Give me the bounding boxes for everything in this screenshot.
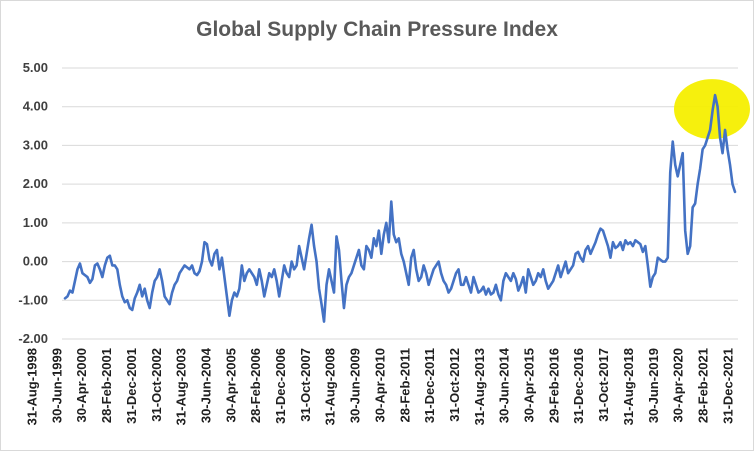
y-tick-label: -2.00 xyxy=(18,331,48,346)
x-tick-label: 30-Apr-2005 xyxy=(223,348,238,422)
x-tick-label: 31-Dec-2021 xyxy=(720,348,735,424)
y-tick-label: 2.00 xyxy=(23,176,48,191)
x-tick-label: 31-Dec-2016 xyxy=(571,348,586,424)
x-tick-label: 31-Oct-2012 xyxy=(447,348,462,422)
x-tick-label: 30-Jun-2014 xyxy=(497,347,512,423)
x-tick-label: 28-Feb-2021 xyxy=(695,348,710,423)
x-tick-label: 30-Apr-2015 xyxy=(522,348,537,422)
x-tick-label: 29-Feb-2016 xyxy=(546,348,561,423)
x-tick-label: 31-Oct-2002 xyxy=(149,348,164,422)
x-tick-label: 31-Aug-2003 xyxy=(174,348,189,425)
y-tick-label: -1.00 xyxy=(18,292,48,307)
y-tick-label: 0.00 xyxy=(23,254,48,269)
x-axis-ticks: 31-Aug-1998 30-Jun-1999 30-Apr-2000 28-Feb-… xyxy=(25,347,736,425)
x-tick-label: 30-Jun-2019 xyxy=(646,348,661,423)
x-tick-label: 30-Jun-2009 xyxy=(348,348,363,423)
x-tick-label: 31-Oct-2007 xyxy=(298,348,313,422)
series-layer xyxy=(63,93,737,323)
x-tick-label: 30-Jun-1999 xyxy=(49,348,64,423)
x-tick-label: 28-Feb-2011 xyxy=(397,348,412,422)
y-tick-label: 1.00 xyxy=(23,215,48,230)
x-tick-label: 30-Jun-2004 xyxy=(198,347,213,423)
x-tick-label: 31-Dec-2011 xyxy=(422,348,437,423)
gridlines xyxy=(62,67,738,340)
y-tick-label: 3.00 xyxy=(23,137,48,152)
y-tick-label: 4.00 xyxy=(23,99,48,114)
x-tick-label: 30-Apr-2000 xyxy=(74,348,89,422)
x-tick-label: 31-Aug-2018 xyxy=(621,348,636,425)
series-line-gscpi xyxy=(63,93,737,323)
x-tick-label: 31-Dec-2001 xyxy=(124,348,139,424)
x-tick-label: 30-Apr-2020 xyxy=(671,348,686,422)
x-tick-label: 31-Aug-2013 xyxy=(472,348,487,425)
x-tick-label: 31-Aug-2008 xyxy=(323,348,338,425)
y-tick-label: 5.00 xyxy=(23,60,48,75)
x-tick-label: 31-Aug-1998 xyxy=(25,348,40,425)
chart-title: Global Supply Chain Pressure Index xyxy=(196,18,558,41)
x-tick-label: 28-Feb-2001 xyxy=(99,348,114,423)
x-tick-label: 31-Oct-2017 xyxy=(596,348,611,422)
x-tick-label: 31-Dec-2006 xyxy=(273,348,288,424)
x-tick-label: 30-Apr-2010 xyxy=(372,348,387,422)
x-tick-label: 28-Feb-2006 xyxy=(248,348,263,423)
y-axis-ticks: 5.00 4.00 3.00 2.00 1.00 0.00 -1.00 -2.00 xyxy=(18,60,48,346)
